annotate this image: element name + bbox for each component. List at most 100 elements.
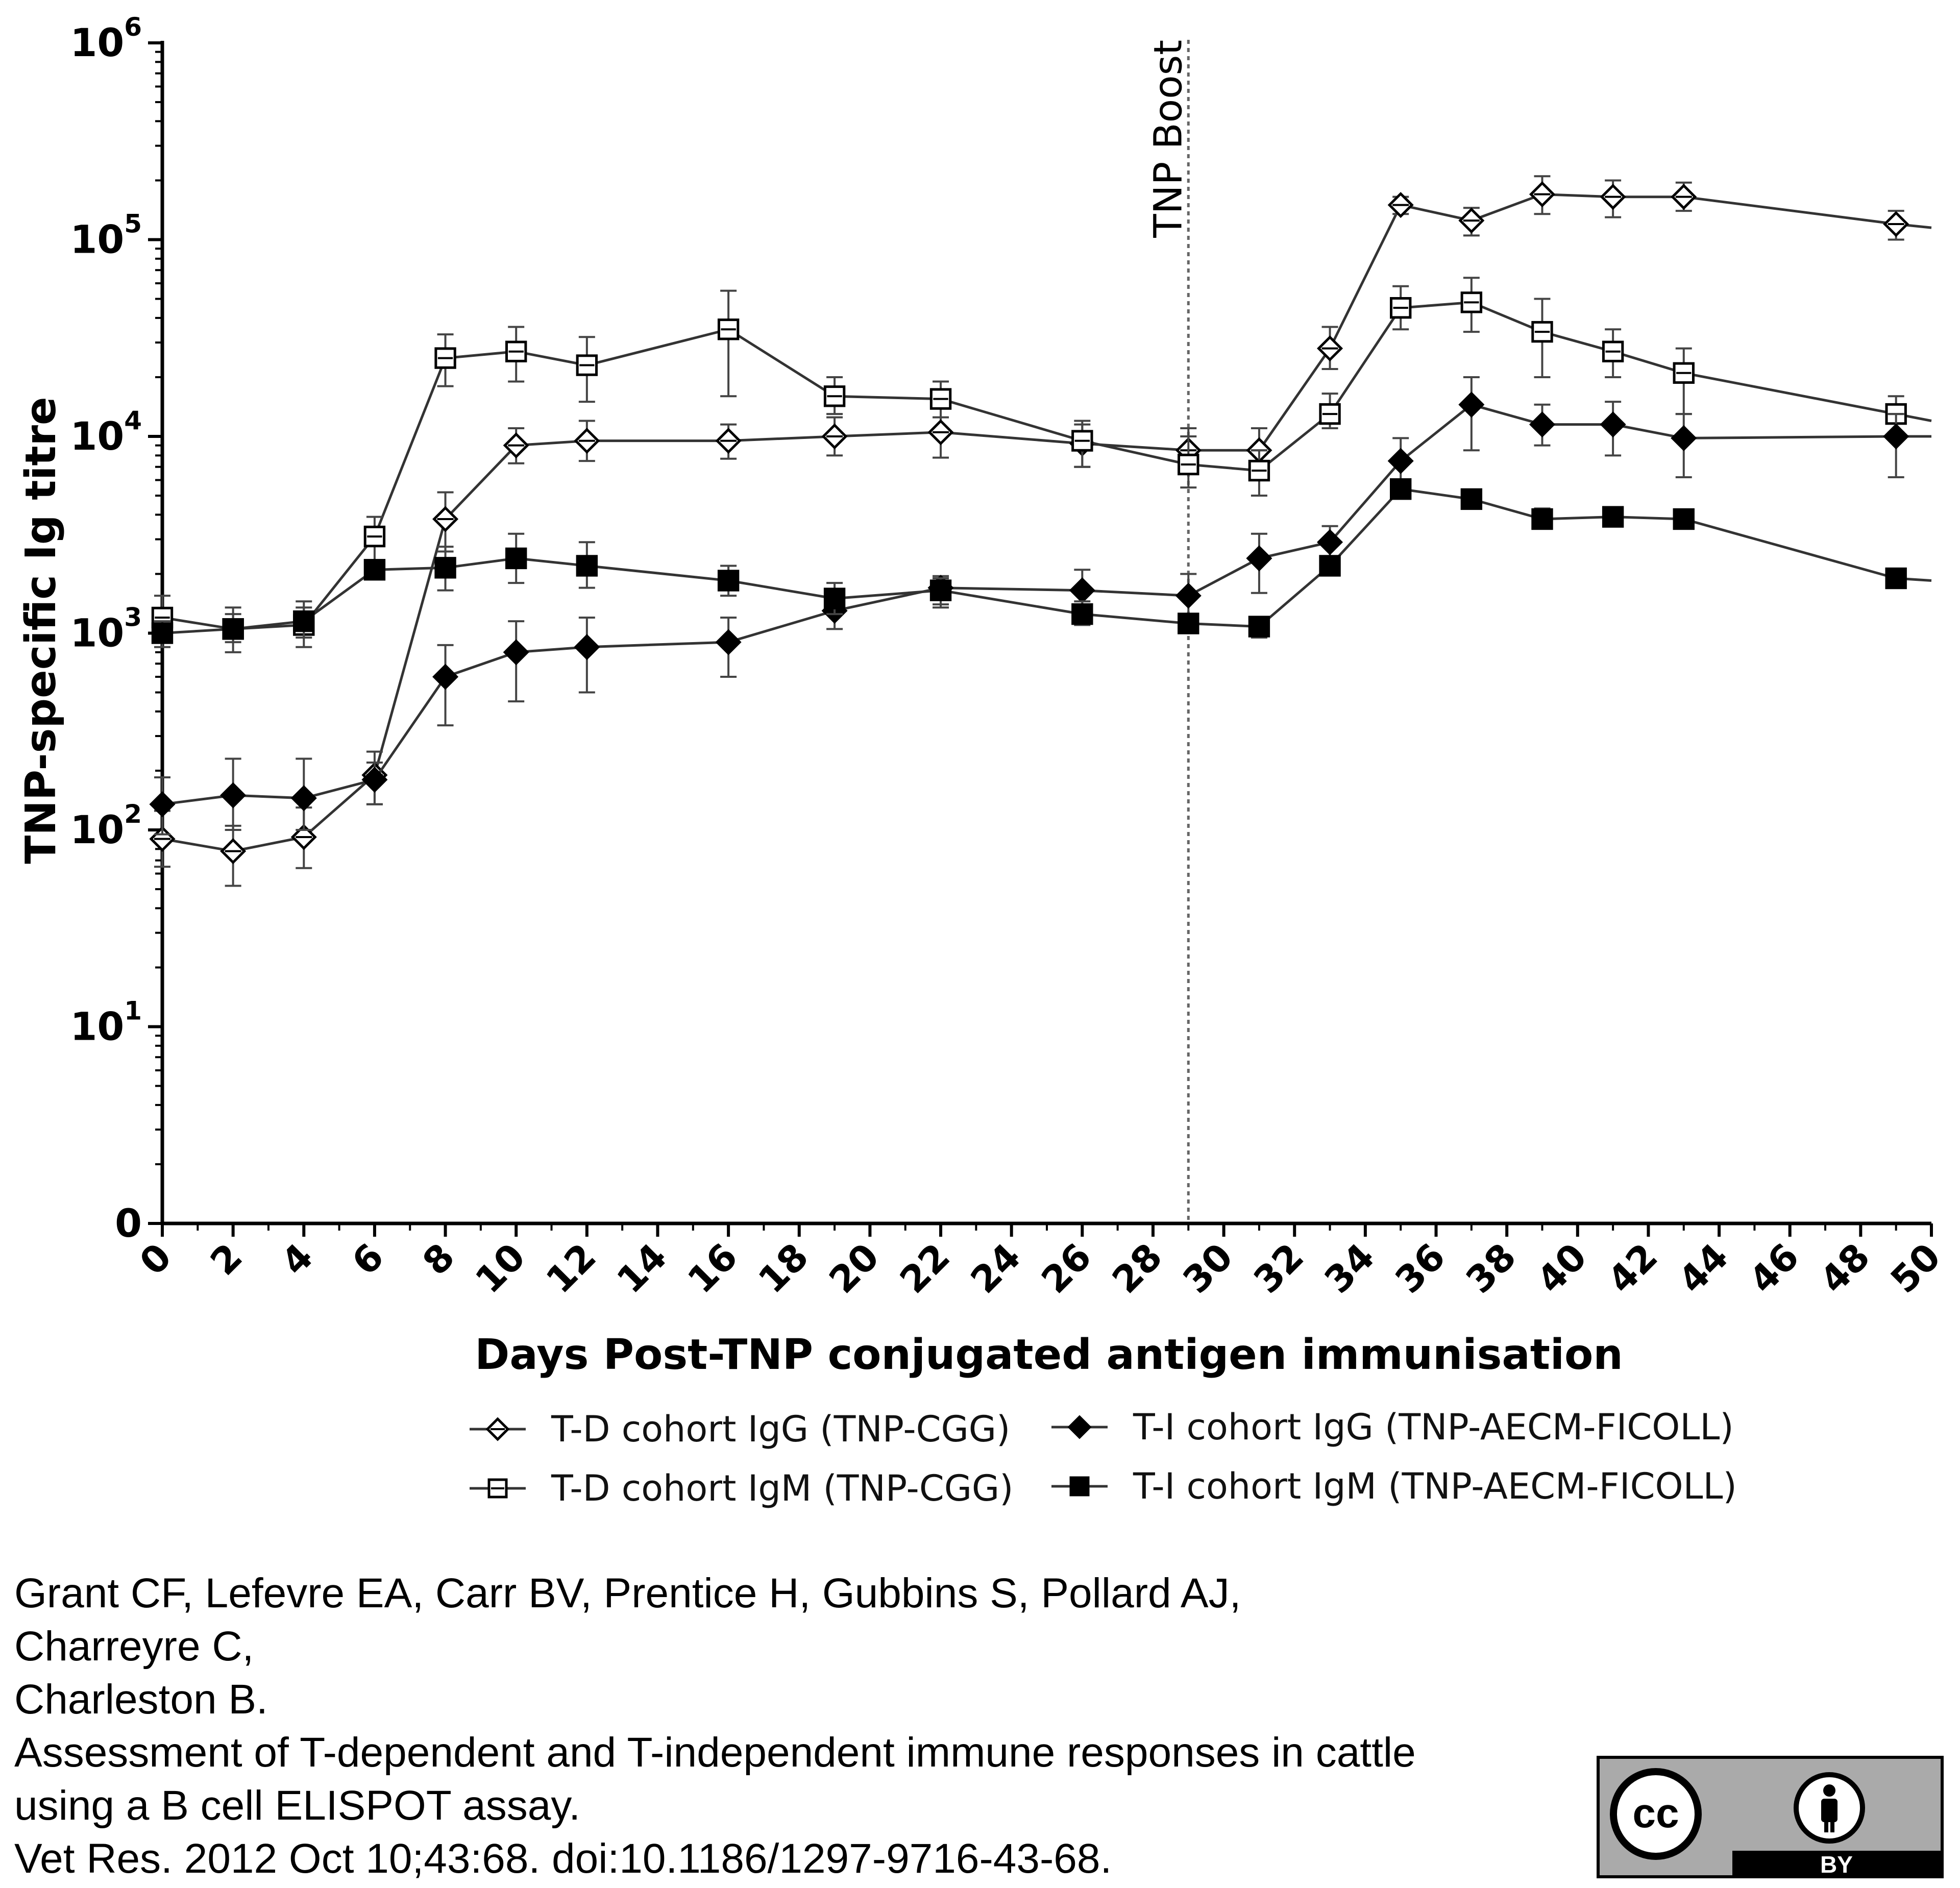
data-point xyxy=(715,629,742,655)
y-tick-label: 104 xyxy=(70,406,142,459)
data-point xyxy=(1600,411,1626,438)
series-4 xyxy=(151,478,1932,648)
x-tick-label: 48 xyxy=(1811,1235,1878,1302)
y-tick-label: 0 xyxy=(115,1200,142,1246)
data-point xyxy=(1883,423,1909,450)
x-tick-label: 16 xyxy=(679,1235,746,1302)
series-layer xyxy=(149,175,1932,887)
x-tick-label: 38 xyxy=(1458,1235,1524,1302)
legend-marker xyxy=(1067,1415,1092,1439)
x-tick-label: 18 xyxy=(750,1235,817,1302)
x-tick-label: 40 xyxy=(1529,1235,1595,1302)
data-point xyxy=(1319,555,1341,577)
data-point xyxy=(576,555,598,577)
y-tick-label: 105 xyxy=(70,209,142,262)
legend-label: T-D cohort IgM (TNP-CGG) xyxy=(551,1467,1014,1509)
legend-item-3: T-I cohort IgG (TNP-AECM-FICOLL) xyxy=(1051,1406,1734,1448)
x-tick-label: 20 xyxy=(821,1235,887,1302)
data-point xyxy=(505,547,527,570)
x-tick-label: 30 xyxy=(1174,1235,1241,1302)
data-point xyxy=(290,785,317,812)
citation-authors: Grant CF, Lefevre EA, Carr BV, Prentice … xyxy=(14,1570,1241,1616)
x-tick-label: 24 xyxy=(962,1235,1028,1302)
data-point xyxy=(151,622,174,644)
data-point xyxy=(361,767,388,793)
x-tick-label: 6 xyxy=(344,1235,392,1284)
data-point xyxy=(1671,425,1697,451)
boost-label: TNP Boost xyxy=(1145,40,1190,238)
x-tick-label: 8 xyxy=(414,1235,463,1284)
y-axis-title: TNP-specific Ig titre xyxy=(17,397,65,864)
legend-item-4: T-I cohort IgM (TNP-AECM-FICOLL) xyxy=(1051,1465,1737,1507)
legend-label: T-I cohort IgM (TNP-AECM-FICOLL) xyxy=(1133,1465,1737,1507)
citation-title-cont: using a B cell ELISPOT assay. xyxy=(14,1782,581,1829)
citation-journal: Vet Res. 2012 Oct 10;43:68. doi:10.1186/… xyxy=(14,1835,1112,1882)
data-point xyxy=(1458,391,1485,418)
series-2 xyxy=(151,277,1932,653)
y-tick-label: 106 xyxy=(70,12,142,65)
data-point xyxy=(1071,603,1093,625)
x-tick-label: 4 xyxy=(273,1235,321,1284)
y-tick-label: 102 xyxy=(70,799,142,852)
by-label: BY xyxy=(1732,1851,1941,1878)
x-tick-label: 28 xyxy=(1104,1235,1170,1302)
citation-authors-last: Charleston B. xyxy=(14,1676,268,1723)
data-point xyxy=(823,587,846,609)
data-point xyxy=(363,559,386,581)
cc-icon: cc xyxy=(1610,1768,1702,1860)
x-tick-label: 34 xyxy=(1316,1235,1383,1302)
y-tick-label: 103 xyxy=(70,603,142,656)
data-point xyxy=(293,610,315,632)
data-point xyxy=(1246,545,1272,572)
series-3 xyxy=(149,376,1931,836)
x-tick-label: 22 xyxy=(892,1235,958,1302)
legend-label: T-I cohort IgG (TNP-AECM-FICOLL) xyxy=(1133,1406,1734,1448)
x-tick-label: 46 xyxy=(1741,1235,1807,1302)
x-tick-label: 26 xyxy=(1033,1235,1099,1302)
data-point xyxy=(1885,567,1907,590)
data-point xyxy=(929,579,952,601)
data-point xyxy=(574,634,600,660)
data-point xyxy=(1178,612,1199,634)
series-line xyxy=(162,193,1932,853)
legend-label: T-D cohort IgG (TNP-CGG) xyxy=(551,1408,1010,1450)
data-point xyxy=(434,557,456,579)
data-point xyxy=(1248,616,1270,637)
data-point xyxy=(1175,582,1202,609)
series-line xyxy=(162,487,1932,634)
citation-authors-cont: Charreyre C, xyxy=(14,1623,254,1670)
x-tick-label: 32 xyxy=(1245,1235,1312,1302)
legend-marker xyxy=(1069,1476,1090,1497)
data-point xyxy=(1529,411,1556,438)
data-point xyxy=(1069,577,1095,604)
data-point xyxy=(717,570,740,592)
x-tick-label: 44 xyxy=(1670,1235,1736,1302)
series-1 xyxy=(149,175,1932,887)
series-line xyxy=(162,403,1931,806)
data-point xyxy=(1390,478,1412,500)
x-axis-title: Days Post-TNP conjugated antigen immunis… xyxy=(475,1331,1623,1379)
cc-by-license-badge[interactable]: cc BY xyxy=(1597,1756,1944,1878)
y-tick-label: 101 xyxy=(70,996,142,1049)
data-point xyxy=(432,664,459,690)
x-tick-label: 36 xyxy=(1387,1235,1453,1302)
data-point xyxy=(503,639,529,666)
x-tick-label: 10 xyxy=(467,1235,533,1302)
legend: T-D cohort IgG (TNP-CGG) T-D cohort IgM (… xyxy=(470,1406,1737,1509)
citation-title: Assessment of T-dependent and T-independ… xyxy=(14,1729,1416,1776)
person-icon xyxy=(1794,1772,1865,1844)
data-point xyxy=(1531,508,1553,530)
legend-item-1: T-D cohort IgG (TNP-CGG) xyxy=(470,1408,1010,1450)
data-point xyxy=(220,782,247,808)
data-point xyxy=(1317,529,1343,555)
x-tick-label: 14 xyxy=(608,1235,675,1302)
x-tick-label: 12 xyxy=(538,1235,604,1302)
data-point xyxy=(1387,448,1414,474)
x-tick-label: 42 xyxy=(1599,1235,1665,1302)
data-point xyxy=(149,791,176,818)
legend-item-2: T-D cohort IgM (TNP-CGG) xyxy=(470,1467,1014,1509)
x-tick-label: 2 xyxy=(202,1235,251,1284)
citation: Grant CF, Lefevre EA, Carr BV, Prentice … xyxy=(14,1567,1571,1885)
